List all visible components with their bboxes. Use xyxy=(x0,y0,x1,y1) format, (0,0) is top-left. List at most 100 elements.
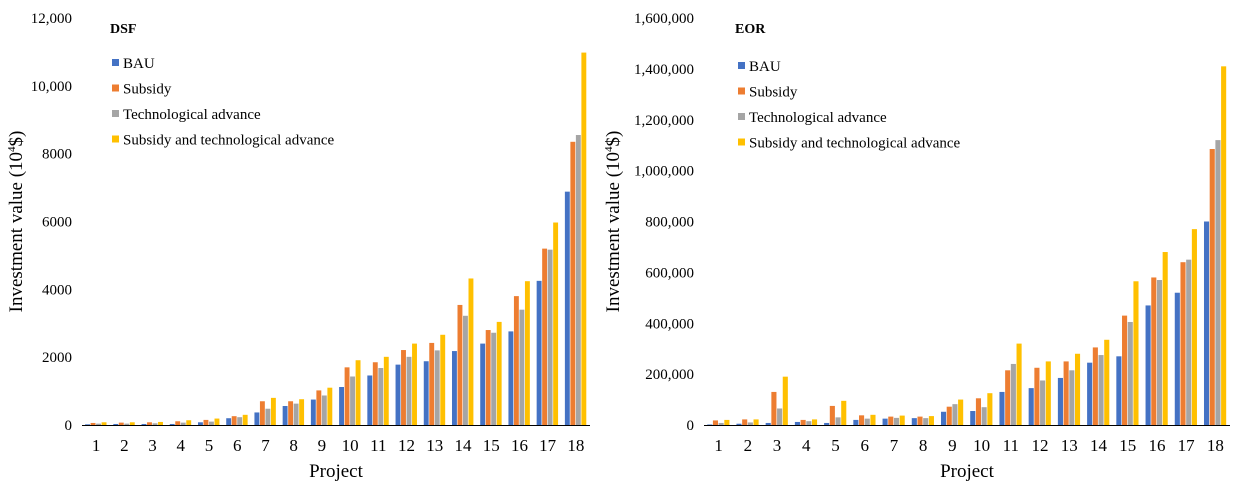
bar-subsidy-project-6 xyxy=(859,415,865,425)
x-tick-label: 10 xyxy=(342,436,359,455)
bar-bau-project-17 xyxy=(536,280,542,425)
bar-subsidy-project-14 xyxy=(457,304,463,425)
y-tick-label: 400,000 xyxy=(645,316,694,332)
bar-subsidy-and-technological-advance-project-12 xyxy=(1045,361,1051,425)
x-tick-label: 18 xyxy=(1207,436,1224,455)
bar-technological-advance-project-16 xyxy=(1156,280,1163,425)
bar-subsidy-and-technological-advance-project-17 xyxy=(553,222,559,425)
bar-subsidy-and-technological-advance-project-10 xyxy=(987,393,993,425)
bar-technological-advance-project-7 xyxy=(893,417,900,425)
bar-subsidy-project-13 xyxy=(1063,361,1069,425)
bar-subsidy-and-technological-advance-project-18 xyxy=(1221,66,1227,425)
x-tick-label: 7 xyxy=(890,436,899,455)
bar-bau-project-7 xyxy=(882,418,888,425)
bar-subsidy-and-technological-advance-project-14 xyxy=(468,278,474,425)
y-tick-label: 800,000 xyxy=(645,215,694,231)
bar-bau-project-9 xyxy=(310,399,316,425)
bar-subsidy-and-technological-advance-project-12 xyxy=(412,343,417,425)
x-tick-label: 9 xyxy=(318,436,327,455)
bar-technological-advance-project-3 xyxy=(152,423,158,425)
bar-subsidy-project-13 xyxy=(429,342,435,425)
x-tick-label: 14 xyxy=(455,436,473,455)
bar-subsidy-and-technological-advance-project-1 xyxy=(101,422,107,425)
legend-swatch xyxy=(738,62,745,69)
x-tick-label: 1 xyxy=(92,436,101,455)
bar-technological-advance-project-6 xyxy=(237,417,243,425)
x-tick-label: 16 xyxy=(511,436,528,455)
x-tick-label: 4 xyxy=(802,436,811,455)
bar-subsidy-project-2 xyxy=(742,419,748,425)
bar-technological-advance-project-2 xyxy=(747,422,753,425)
legend-swatch xyxy=(112,110,119,117)
bar-subsidy-project-17 xyxy=(1180,262,1186,425)
bar-subsidy-project-1 xyxy=(90,422,96,425)
bar-subsidy-and-technological-advance-project-4 xyxy=(186,420,192,425)
bar-subsidy-and-technological-advance-project-4 xyxy=(811,419,818,425)
bar-subsidy-project-7 xyxy=(259,401,265,425)
bar-technological-advance-project-7 xyxy=(265,408,271,425)
bar-subsidy-project-18 xyxy=(570,141,576,426)
legend-swatch xyxy=(112,135,119,143)
bar-subsidy-and-technological-advance-project-18 xyxy=(581,52,587,426)
bar-bau-project-10 xyxy=(339,387,344,425)
x-tick-label: 13 xyxy=(426,436,443,455)
x-tick-label: 14 xyxy=(1090,436,1108,455)
chart-title: DSF xyxy=(110,22,136,37)
bar-subsidy-and-technological-advance-project-14 xyxy=(1104,339,1110,425)
bar-technological-advance-project-10 xyxy=(981,407,987,425)
bar-subsidy-project-12 xyxy=(401,350,406,425)
bar-technological-advance-project-11 xyxy=(1010,363,1016,425)
bar-technological-advance-project-8 xyxy=(293,403,299,425)
bar-bau-project-7 xyxy=(254,412,260,425)
x-tick-label: 15 xyxy=(1119,436,1136,455)
bar-bau-project-18 xyxy=(564,191,570,425)
y-tick-label: 0 xyxy=(65,418,73,434)
x-tick-label: 10 xyxy=(973,436,990,455)
x-tick-label: 18 xyxy=(567,436,584,455)
bar-technological-advance-project-12 xyxy=(406,356,412,425)
bar-subsidy-and-technological-advance-project-5 xyxy=(214,418,220,425)
legend-label: Technological advance xyxy=(123,107,261,123)
bar-subsidy-and-technological-advance-project-9 xyxy=(327,387,333,425)
x-axis-title: Project xyxy=(309,461,364,482)
bar-technological-advance-project-3 xyxy=(777,408,783,425)
bar-subsidy-project-8 xyxy=(288,401,294,425)
legend-label: Subsidy and technological advance xyxy=(749,136,961,152)
x-tick-label: 12 xyxy=(1032,436,1049,455)
x-tick-label: 9 xyxy=(948,436,957,455)
bar-subsidy-project-11 xyxy=(372,362,378,425)
bar-technological-advance-project-17 xyxy=(547,249,553,425)
y-tick-label: 10,000 xyxy=(31,79,72,95)
bar-subsidy-and-technological-advance-project-15 xyxy=(496,321,502,425)
bar-bau-project-4 xyxy=(169,423,175,425)
bar-subsidy-and-technological-advance-project-6 xyxy=(870,414,876,425)
legend-label: Technological advance xyxy=(749,110,887,126)
legend-label: BAU xyxy=(123,56,155,72)
legend-swatch xyxy=(112,59,119,66)
x-tick-label: 13 xyxy=(1061,436,1078,455)
x-tick-label: 12 xyxy=(398,436,415,455)
y-axis-title: Investment value (104$) xyxy=(6,131,27,313)
bar-technological-advance-project-4 xyxy=(806,421,812,425)
bar-bau-project-17 xyxy=(1174,292,1180,425)
bar-bau-project-6 xyxy=(853,419,859,425)
bar-bau-project-5 xyxy=(197,422,203,425)
x-tick-label: 8 xyxy=(919,436,928,455)
bar-subsidy-project-17 xyxy=(542,248,548,425)
bar-subsidy-project-16 xyxy=(1151,277,1157,425)
bar-subsidy-project-4 xyxy=(175,421,181,425)
bar-bau-project-4 xyxy=(794,421,800,425)
bar-technological-advance-project-16 xyxy=(519,309,525,425)
x-tick-label: 5 xyxy=(205,436,214,455)
bar-bau-project-3 xyxy=(141,423,147,425)
bar-subsidy-and-technological-advance-project-13 xyxy=(440,334,446,425)
bar-technological-advance-project-9 xyxy=(321,395,327,425)
bar-bau-project-15 xyxy=(1116,356,1122,425)
bar-subsidy-and-technological-advance-project-8 xyxy=(928,416,934,425)
bar-technological-advance-project-18 xyxy=(575,135,581,425)
x-tick-label: 16 xyxy=(1148,436,1165,455)
x-tick-label: 3 xyxy=(148,436,157,455)
bar-subsidy-project-11 xyxy=(1005,370,1011,425)
bar-subsidy-project-3 xyxy=(771,391,777,425)
y-tick-label: 6000 xyxy=(42,215,72,231)
